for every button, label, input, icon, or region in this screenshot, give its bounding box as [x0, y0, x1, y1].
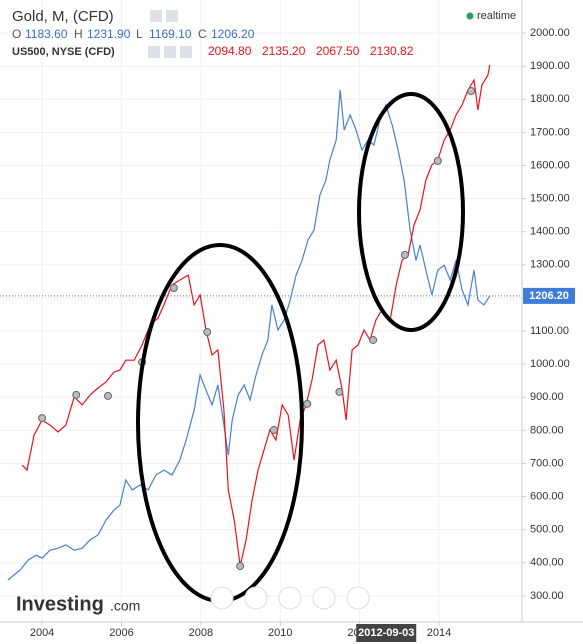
y-tick-label: 300.00 [530, 590, 564, 602]
x-tick-label: 2006 [109, 627, 133, 639]
x-tick-label: 2010 [268, 627, 292, 639]
event-marker [400, 250, 409, 259]
x-tick-label: 2014 [427, 627, 451, 639]
button[interactable] [210, 586, 234, 610]
y-tick-label: 1000.00 [530, 358, 570, 370]
ohlc-key: H [74, 27, 83, 41]
event-marker [269, 426, 278, 435]
button[interactable] [244, 586, 268, 610]
y-tick-label: 400.00 [530, 557, 564, 569]
y-tick-label: 1100.00 [530, 325, 569, 337]
y-tick-label: 2000.00 [530, 27, 570, 39]
ohlc-value: 1169.10 [149, 27, 192, 41]
highlight-ellipse [357, 92, 465, 332]
ohlc-value: 1231.90 [87, 27, 131, 41]
plot [0, 64, 522, 581]
us500-value: 2130.82 [370, 44, 414, 58]
logo-suffix: .com [110, 598, 140, 614]
icon[interactable] [150, 10, 162, 22]
event-marker [467, 87, 476, 96]
axes: 300.00 400.00 500.00 600.00 700.00 800.00 900.… [30, 27, 575, 642]
button[interactable] [312, 586, 336, 610]
crosshair-box [356, 624, 417, 642]
button[interactable] [346, 586, 370, 610]
price-label: 1206.20 [529, 290, 569, 302]
y-tick-label: 600.00 [530, 490, 564, 502]
y-tick-label: 1900.00 [530, 60, 570, 72]
us500-values: 2094.80 2135.20 2067.50 2130.82 [208, 44, 414, 58]
crosshair-label: 2012-09-03 [358, 627, 414, 639]
zoom-controls [210, 586, 370, 610]
y-tick-label: 1600.00 [530, 159, 570, 171]
us500-value: 2094.80 [208, 44, 252, 58]
y-tick-label: 1500.00 [530, 193, 570, 205]
ohlc-key: C [198, 27, 207, 41]
y-tick-label: 1700.00 [530, 126, 570, 138]
y-tick-label: 1400.00 [530, 226, 570, 238]
grid [0, 0, 522, 622]
event-marker [169, 284, 178, 293]
x-tick-label: 2008 [189, 627, 213, 639]
line-series [21, 64, 491, 567]
ohlc-key: O [12, 27, 21, 41]
status-dot [466, 12, 474, 20]
icon[interactable] [148, 46, 160, 58]
event-marker [103, 391, 112, 400]
us500-value: 2135.20 [262, 44, 306, 58]
event-marker [303, 399, 312, 408]
event-marker [72, 390, 81, 399]
gold-title: Gold, M, (CFD) [12, 8, 114, 25]
ohlc-value: 1206.20 [211, 27, 255, 41]
event-marker [236, 562, 245, 571]
icon[interactable] [166, 10, 178, 22]
event-marker [203, 328, 212, 337]
logo: Investing [16, 593, 104, 615]
event-marker [38, 414, 47, 423]
x-tick-label: 2004 [30, 627, 54, 639]
ohlc-value: 1183.60 [25, 27, 68, 41]
ohlc-key: L [136, 27, 143, 41]
status: realtime [477, 10, 516, 22]
ohlc: O 1183.60 H 1231.90 L 1169.10 C 1206.20 [12, 27, 255, 41]
price-label-box [523, 287, 575, 304]
icon[interactable] [180, 46, 192, 58]
icon[interactable] [164, 46, 176, 58]
event-marker [335, 387, 344, 396]
y-tick-label: 1800.00 [530, 93, 570, 105]
y-tick-label: 700.00 [530, 457, 564, 469]
event-marker [433, 156, 442, 165]
y-tick-label: 1300.00 [530, 259, 570, 271]
event-marker [369, 335, 378, 344]
y-tick-label: 800.00 [530, 424, 564, 436]
y-tick-label: 500.00 [530, 524, 564, 536]
us500-title: US500, NYSE (CFD) [12, 46, 115, 58]
button[interactable] [278, 586, 302, 610]
y-tick-label: 900.00 [530, 391, 564, 403]
line-series [7, 89, 491, 581]
us500-value: 2067.50 [316, 44, 360, 58]
